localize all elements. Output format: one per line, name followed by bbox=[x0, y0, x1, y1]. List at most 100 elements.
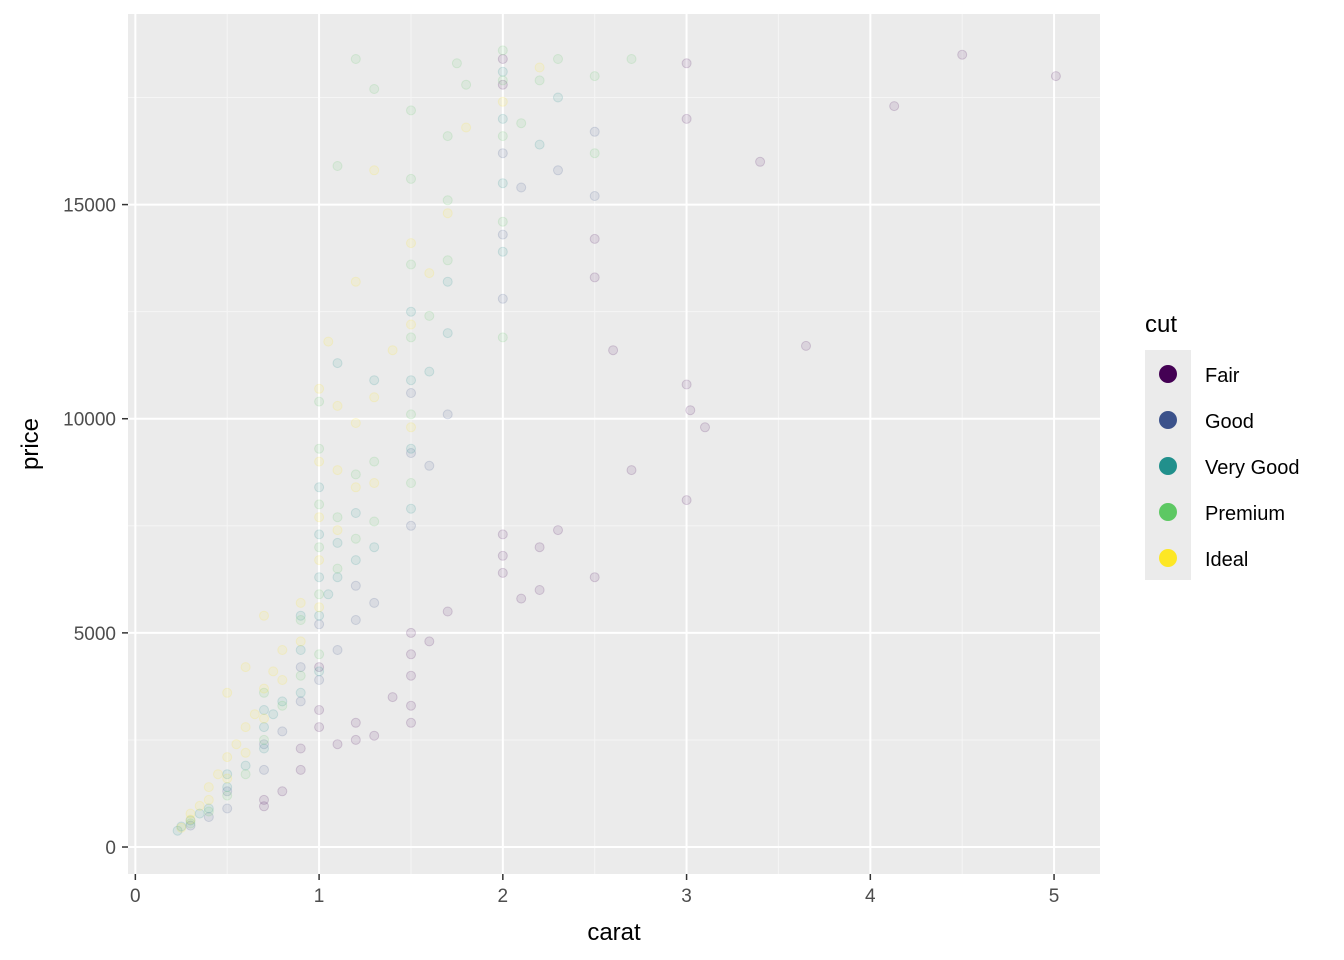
data-point bbox=[231, 739, 242, 750]
data-point bbox=[461, 122, 472, 133]
data-point bbox=[240, 747, 251, 758]
data-point bbox=[801, 340, 811, 351]
y-axis-title: price bbox=[17, 418, 44, 470]
data-point bbox=[516, 593, 527, 604]
data-point bbox=[314, 589, 325, 600]
data-point bbox=[350, 276, 361, 287]
data-point bbox=[350, 580, 361, 591]
data-point bbox=[222, 687, 233, 698]
data-point bbox=[516, 118, 527, 129]
data-point bbox=[176, 822, 187, 833]
data-point bbox=[369, 456, 380, 467]
data-point bbox=[685, 405, 696, 416]
data-point bbox=[497, 113, 508, 124]
data-point bbox=[259, 705, 269, 715]
data-point bbox=[681, 379, 692, 390]
data-point bbox=[249, 709, 260, 720]
data-point bbox=[314, 602, 325, 613]
x-tick-label: 0 bbox=[130, 886, 141, 907]
data-point bbox=[332, 563, 343, 574]
data-point bbox=[497, 54, 508, 64]
data-point bbox=[497, 66, 508, 77]
data-point bbox=[268, 709, 279, 720]
data-point bbox=[424, 460, 435, 471]
data-point bbox=[259, 722, 269, 733]
data-point bbox=[222, 773, 233, 784]
data-point bbox=[516, 182, 527, 193]
data-point bbox=[259, 739, 269, 750]
data-point bbox=[295, 696, 306, 707]
data-point bbox=[442, 208, 453, 219]
data-point bbox=[323, 589, 334, 600]
data-point bbox=[213, 769, 223, 780]
data-point bbox=[259, 743, 269, 754]
data-point bbox=[424, 310, 435, 321]
data-point bbox=[259, 683, 269, 694]
data-point bbox=[442, 131, 453, 142]
data-point bbox=[700, 422, 710, 433]
data-point bbox=[442, 276, 453, 287]
data-point bbox=[681, 495, 692, 506]
x-tick-label: 4 bbox=[865, 886, 876, 907]
data-point bbox=[553, 54, 563, 64]
x-tick-label: 2 bbox=[498, 886, 509, 907]
data-point bbox=[497, 550, 508, 561]
data-point bbox=[314, 619, 325, 630]
data-point bbox=[314, 675, 325, 685]
minor-gridlines bbox=[128, 14, 1100, 874]
data-point bbox=[314, 383, 325, 394]
legend-key-ideal bbox=[1159, 549, 1177, 567]
data-point bbox=[185, 818, 196, 829]
x-tick-label: 3 bbox=[681, 886, 692, 907]
data-point bbox=[185, 815, 196, 826]
data-point bbox=[332, 739, 343, 750]
data-point bbox=[350, 717, 361, 728]
data-point bbox=[889, 101, 900, 112]
data-point bbox=[387, 345, 398, 356]
data-point bbox=[277, 726, 288, 737]
data-point bbox=[314, 666, 325, 677]
data-point bbox=[194, 800, 205, 811]
data-point bbox=[553, 525, 563, 536]
data-point bbox=[406, 717, 416, 728]
data-point bbox=[222, 769, 233, 780]
data-point bbox=[222, 752, 233, 763]
data-point bbox=[222, 782, 233, 793]
data-point bbox=[185, 808, 196, 819]
data-point bbox=[350, 555, 361, 566]
data-point bbox=[332, 512, 343, 523]
data-point bbox=[589, 126, 600, 137]
data-point bbox=[203, 803, 214, 814]
data-point bbox=[240, 760, 251, 771]
legend-entries: Fair Good Very Good Premium Ideal bbox=[1159, 365, 1300, 571]
data-point bbox=[442, 255, 453, 266]
data-points bbox=[172, 45, 1061, 836]
data-point bbox=[497, 332, 508, 343]
data-point bbox=[369, 730, 380, 741]
data-point bbox=[369, 516, 380, 527]
data-point bbox=[323, 336, 334, 347]
data-point bbox=[295, 610, 306, 621]
data-point bbox=[295, 687, 306, 698]
data-point bbox=[369, 478, 380, 488]
data-point bbox=[406, 627, 416, 638]
data-point bbox=[350, 54, 361, 64]
data-point bbox=[442, 409, 453, 420]
data-point bbox=[259, 713, 269, 724]
data-point bbox=[406, 259, 416, 270]
data-point bbox=[277, 675, 288, 685]
data-point bbox=[203, 782, 214, 793]
data-point bbox=[314, 443, 325, 454]
data-point bbox=[314, 555, 325, 566]
legend-label: Fair bbox=[1205, 365, 1240, 387]
data-point bbox=[369, 84, 380, 94]
data-point bbox=[295, 645, 306, 655]
data-point bbox=[406, 375, 416, 386]
major-gridlines bbox=[128, 14, 1100, 874]
data-point bbox=[314, 482, 325, 493]
data-point bbox=[295, 743, 306, 754]
data-point bbox=[314, 396, 325, 407]
legend-label: Very Good bbox=[1205, 457, 1300, 479]
data-point bbox=[406, 388, 416, 398]
